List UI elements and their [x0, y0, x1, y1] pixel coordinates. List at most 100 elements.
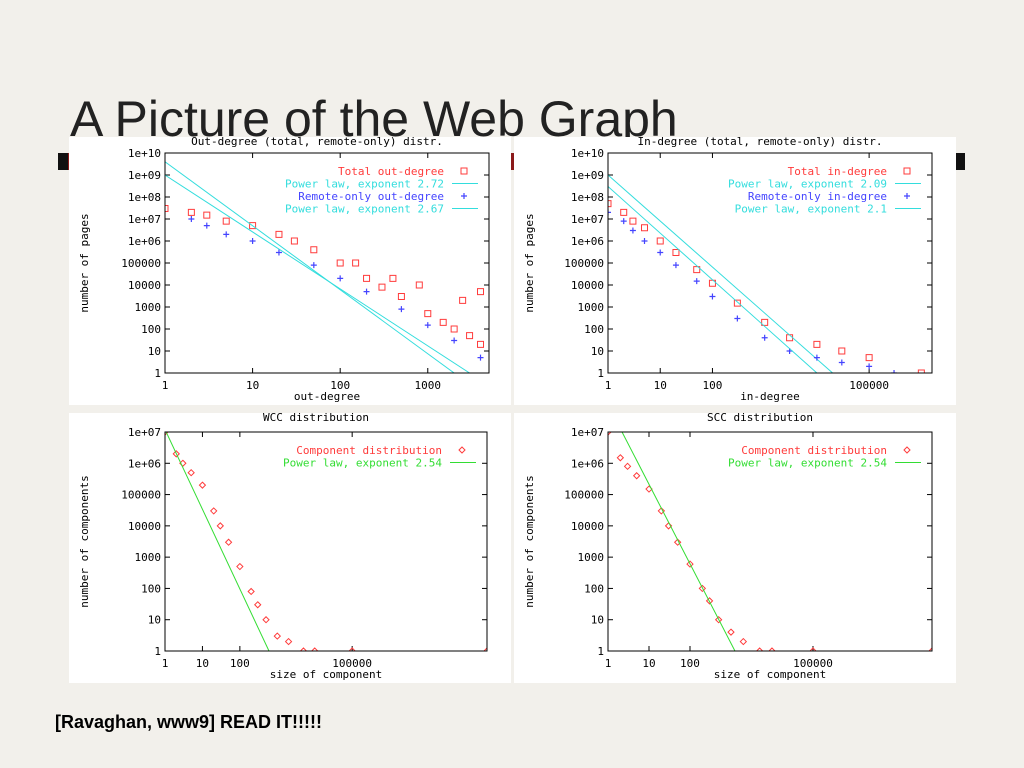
chart-title: WCC distribution	[263, 411, 369, 424]
power-law-line	[165, 432, 270, 651]
point	[172, 450, 180, 458]
point	[866, 363, 873, 370]
chart: Out-degree (total, remote-only) distr. ou…	[69, 135, 511, 405]
y-tick-label: 1e+10	[128, 147, 161, 160]
y-tick-label: 1	[154, 367, 161, 380]
x-tick-label: 1	[162, 379, 169, 392]
x-tick-label: 100000	[793, 657, 833, 670]
point	[629, 227, 636, 234]
y-tick-label: 1e+10	[571, 147, 604, 160]
y-tick-label: 10000	[128, 520, 161, 533]
point	[209, 507, 218, 515]
point	[813, 354, 820, 361]
y-tick-label: 10	[148, 614, 161, 627]
point	[761, 334, 768, 341]
x-tick-label: 1000	[415, 379, 442, 392]
plot-frame	[607, 152, 933, 374]
y-tick-label: 1e+08	[128, 191, 161, 204]
point	[477, 288, 485, 296]
y-tick-label: 1e+06	[571, 457, 604, 470]
x-tick-label: 1	[605, 657, 612, 670]
point	[768, 647, 776, 651]
point	[450, 325, 458, 333]
x-axis-label: in-degree	[740, 390, 800, 403]
point	[616, 454, 625, 462]
y-tick-label: 1000	[578, 301, 605, 314]
point	[693, 266, 701, 274]
legend-label: Component distribution	[296, 444, 442, 457]
point	[620, 208, 628, 216]
chart-panel	[514, 413, 956, 683]
point	[398, 306, 405, 313]
y-tick-label: 10000	[571, 520, 604, 533]
point	[284, 637, 293, 646]
point	[903, 167, 911, 175]
point	[693, 278, 700, 285]
chart-title: SCC distribution	[707, 411, 813, 424]
y-tick-label: 1e+09	[128, 169, 161, 182]
x-tick-label: 100000	[849, 379, 889, 392]
point	[203, 222, 210, 229]
point	[641, 224, 649, 232]
y-tick-label: 1e+07	[571, 213, 604, 226]
point	[813, 340, 821, 348]
chart-title: Out-degree (total, remote-only) distr.	[191, 135, 443, 148]
y-tick-label: 100	[584, 582, 604, 595]
legend-label: Power law, exponent 2.67	[285, 203, 444, 216]
x-tick-label: 1	[162, 657, 169, 670]
plot-area	[608, 432, 932, 651]
point	[460, 167, 468, 175]
point	[917, 369, 925, 373]
point	[397, 293, 405, 301]
plot-area	[165, 432, 487, 651]
rule-end	[955, 153, 965, 170]
point	[187, 208, 195, 216]
point	[709, 293, 716, 300]
chart-panel	[514, 137, 956, 405]
point	[363, 288, 370, 295]
y-tick-label: 1e+07	[128, 426, 161, 439]
legend-label: Power law, exponent 2.54	[283, 457, 442, 470]
legend-label: Total in-degree	[788, 165, 887, 178]
rule-end	[58, 153, 68, 170]
point	[310, 246, 318, 254]
x-axis-label: size of component	[270, 668, 383, 681]
x-tick-label: 10	[246, 379, 259, 392]
point	[290, 237, 298, 245]
point	[686, 560, 694, 568]
point	[657, 249, 664, 256]
legend-label: Component distribution	[741, 444, 887, 457]
point	[262, 616, 270, 624]
point	[299, 647, 308, 651]
point	[608, 200, 612, 208]
point	[165, 205, 169, 213]
point	[739, 637, 748, 646]
point	[838, 359, 845, 366]
chart: In-degree (total, remote-only) distr. in-…	[514, 135, 956, 405]
point	[734, 315, 741, 322]
point	[249, 222, 257, 230]
chart: SCC distribution size of component number …	[514, 411, 956, 683]
x-tick-label: 10	[196, 657, 209, 670]
legend-label: Power law, exponent 2.72	[285, 178, 444, 191]
y-tick-label: 1000	[578, 551, 605, 564]
y-tick-label: 100000	[564, 257, 604, 270]
point	[620, 218, 627, 225]
plot-frame	[164, 431, 488, 652]
point	[483, 647, 487, 651]
y-tick-label: 100	[141, 582, 161, 595]
x-tick-label: 100	[703, 379, 723, 392]
point	[727, 628, 735, 636]
power-law-line	[608, 174, 833, 373]
point	[656, 237, 664, 245]
y-tick-label: 1e+06	[128, 235, 161, 248]
y-tick-label: 1e+09	[571, 169, 604, 182]
point	[664, 522, 673, 530]
point	[705, 597, 714, 605]
x-tick-label: 100	[680, 657, 700, 670]
point	[249, 238, 256, 244]
point	[698, 584, 707, 593]
legend-label: Remote-only out-degree	[298, 190, 444, 203]
point	[477, 354, 484, 361]
y-tick-label: 1000	[135, 301, 162, 314]
